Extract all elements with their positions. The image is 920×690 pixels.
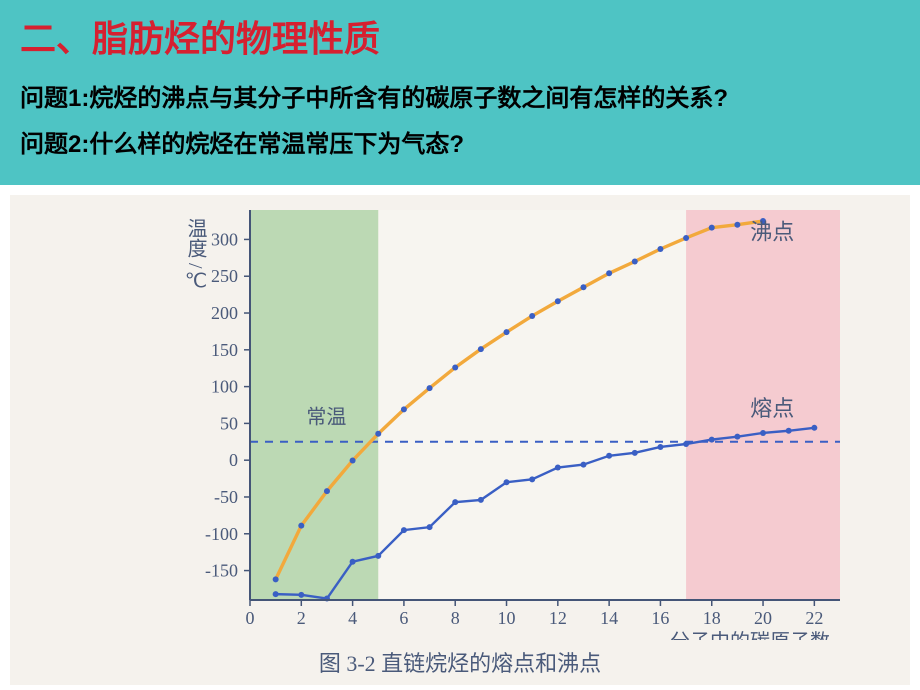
svg-text:150: 150	[211, 340, 238, 360]
svg-text:8: 8	[451, 608, 460, 628]
section-title: 二、脂肪烃的物理性质	[20, 10, 900, 62]
question-1: 问题1:烷烃的沸点与其分子中所含有的碳原子数之间有怎样的关系?	[20, 76, 900, 122]
svg-text:18: 18	[703, 608, 721, 628]
svg-text:2: 2	[297, 608, 306, 628]
svg-text:22: 22	[805, 608, 823, 628]
svg-text:常温: 常温	[306, 406, 346, 429]
svg-text:14: 14	[600, 608, 618, 628]
svg-text:100: 100	[211, 377, 238, 397]
svg-text:-150: -150	[205, 561, 238, 581]
svg-text:16: 16	[651, 608, 669, 628]
chart-caption: 图 3-2 直链烷烃的熔点和沸点	[10, 646, 910, 678]
melting-boiling-chart: -150 -100 -50 0 50 100 150 200 250 300 0 2 4 6 8 10 12 14…	[10, 195, 910, 640]
svg-text:温度 /℃: 温度 /℃	[184, 218, 207, 293]
svg-text:-50: -50	[214, 487, 238, 507]
svg-text:0: 0	[246, 608, 255, 628]
question-2: 问题2:什么样的烷烃在常温常压下为气态?	[20, 122, 900, 168]
svg-text:200: 200	[211, 303, 238, 323]
chart-container: -150 -100 -50 0 50 100 150 200 250 300 0 2 4 6 8 10 12 14…	[10, 195, 910, 685]
svg-text:-100: -100	[205, 524, 238, 544]
svg-text:50: 50	[220, 414, 238, 434]
svg-text:6: 6	[399, 608, 408, 628]
svg-text:20: 20	[754, 608, 772, 628]
svg-text:250: 250	[211, 266, 238, 286]
svg-text:12: 12	[549, 608, 567, 628]
svg-text:0: 0	[229, 450, 238, 470]
svg-text:4: 4	[348, 608, 357, 628]
header-block: 二、脂肪烃的物理性质 问题1:烷烃的沸点与其分子中所含有的碳原子数之间有怎样的关…	[0, 0, 920, 185]
svg-text:300: 300	[211, 230, 238, 250]
svg-text:分子中的碳原子数: 分子中的碳原子数	[670, 630, 830, 640]
svg-text:沸点: 沸点	[750, 220, 794, 245]
svg-text:熔点: 熔点	[750, 396, 794, 421]
svg-text:10: 10	[498, 608, 516, 628]
